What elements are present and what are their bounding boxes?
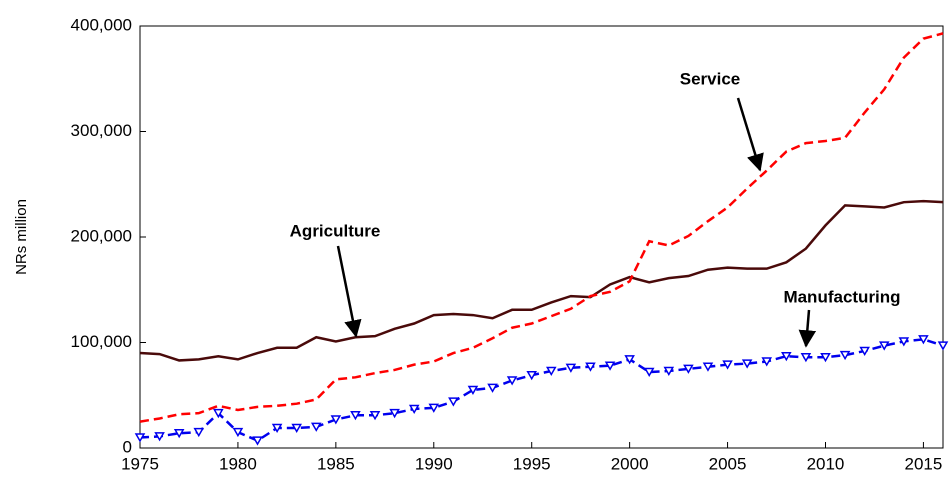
point-marker [546,366,557,376]
y-tick-label: 300,000 [71,121,132,140]
x-tick-label: 1980 [219,454,257,473]
point-marker [369,411,381,421]
series-line [139,338,944,443]
point-marker [800,353,812,363]
y-tick-label: 0 [123,437,132,456]
point-marker [604,361,616,371]
point-marker [389,408,400,419]
point-marker [213,408,224,419]
y-tick-label: 400,000 [71,15,132,34]
point-marker [154,432,165,442]
plot-frame [139,25,944,449]
annotation-arrow [336,245,362,338]
point-marker [506,376,518,386]
point-marker [408,404,420,414]
annotation: Service [680,69,741,88]
point-marker [918,335,929,345]
point-marker [448,397,459,407]
annotation-arrow [798,309,817,348]
point-marker [487,383,498,393]
series-line [139,32,944,423]
annotation: Manufacturing [783,287,900,306]
x-tick-label: 1985 [317,454,355,473]
point-marker [173,428,185,439]
point-marker [663,366,675,376]
point-marker [741,359,753,369]
point-marker [781,351,792,362]
point-marker [252,436,263,446]
point-marker [467,385,479,395]
point-marker [683,364,694,374]
point-marker [702,362,714,372]
point-marker [722,360,733,370]
point-marker [350,411,361,421]
point-marker [291,423,302,433]
x-tick-label: 2010 [807,454,845,473]
y-tick-label: 200,000 [71,226,132,245]
point-marker [898,337,910,347]
annotation-arrow [736,97,764,172]
x-tick-label: 2005 [709,454,747,473]
x-tick-label: 1990 [415,454,453,473]
x-tick-label: 2000 [611,454,649,473]
point-marker [330,415,342,425]
point-marker [428,403,440,413]
point-marker [134,433,146,443]
x-tick-label: 1975 [121,454,159,473]
y-axis-label: NRs million [13,199,30,275]
point-marker [565,363,577,373]
point-marker [232,427,244,438]
point-marker [839,350,851,361]
point-marker [585,362,596,372]
point-marker [310,422,322,432]
point-marker [878,341,890,351]
point-marker [193,427,205,438]
point-marker [937,341,949,351]
point-marker [526,370,537,381]
series-line [139,199,944,362]
point-marker [624,355,635,365]
point-marker [643,367,655,378]
point-marker [820,353,831,363]
point-marker [761,357,773,367]
y-tick-label: 100,000 [71,332,132,351]
x-tick-label: 2015 [905,454,943,473]
x-tick-label: 1995 [513,454,551,473]
point-marker [271,423,283,433]
annotation: Agriculture [290,221,381,240]
point-marker [859,346,870,356]
